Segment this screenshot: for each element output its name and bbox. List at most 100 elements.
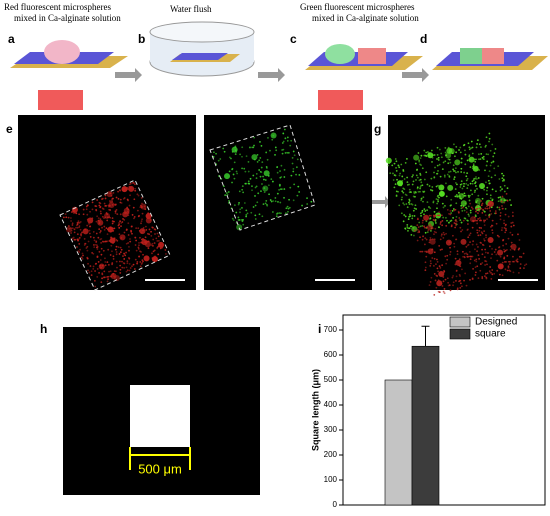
speck	[140, 196, 143, 199]
speck	[99, 206, 102, 209]
speck	[503, 201, 506, 204]
speck	[100, 253, 103, 256]
speck	[110, 238, 113, 241]
speck	[98, 222, 101, 225]
speck	[263, 187, 266, 189]
speck	[506, 199, 509, 202]
speck	[491, 143, 494, 146]
speck	[275, 149, 278, 152]
speck	[436, 267, 439, 270]
speck	[442, 216, 445, 219]
speck	[392, 172, 394, 175]
speck	[466, 255, 469, 258]
speck	[122, 255, 124, 257]
speck	[266, 167, 268, 169]
speck	[123, 252, 126, 255]
speck	[106, 219, 109, 222]
speck	[274, 197, 277, 199]
speck	[408, 213, 411, 216]
speck	[438, 214, 441, 217]
speck	[246, 212, 249, 215]
speck	[443, 233, 446, 236]
speck	[436, 214, 439, 217]
speck	[98, 228, 101, 231]
speck	[498, 235, 500, 238]
speck	[92, 268, 95, 270]
speck	[475, 177, 478, 180]
speck	[499, 211, 502, 214]
speck	[98, 271, 100, 274]
speck	[419, 225, 422, 228]
speck	[455, 259, 462, 266]
speck	[223, 150, 226, 153]
speck	[104, 264, 107, 267]
speck	[102, 249, 105, 252]
speck	[438, 184, 445, 191]
speck	[481, 277, 484, 280]
speck	[436, 172, 438, 175]
speck	[125, 251, 127, 254]
speck	[260, 190, 262, 193]
speck	[276, 166, 279, 169]
speck	[143, 238, 146, 241]
speck	[473, 216, 476, 219]
speck	[452, 275, 455, 277]
speck	[134, 258, 137, 261]
speck	[465, 284, 468, 287]
speck	[481, 197, 484, 200]
speck	[481, 243, 484, 246]
speck	[85, 247, 88, 249]
speck	[470, 255, 473, 258]
speck	[70, 217, 72, 219]
speck	[493, 272, 496, 275]
speck	[464, 202, 467, 205]
speck	[82, 213, 85, 216]
speck	[114, 210, 117, 213]
speck	[506, 248, 508, 251]
arrows	[115, 68, 429, 290]
speck	[403, 203, 406, 206]
speck	[501, 180, 504, 182]
speck	[467, 228, 469, 231]
speck	[483, 230, 486, 232]
speck	[265, 151, 268, 154]
speck	[75, 226, 77, 229]
speck	[151, 252, 153, 255]
speck	[79, 228, 82, 231]
speck	[414, 162, 417, 165]
speck	[104, 257, 106, 260]
speck	[404, 161, 407, 164]
speck	[428, 250, 431, 253]
speck	[145, 217, 152, 224]
speck	[468, 146, 471, 149]
speck	[450, 219, 453, 222]
speck	[501, 195, 504, 198]
speck	[442, 206, 445, 209]
speck	[455, 224, 457, 227]
speck	[249, 177, 252, 180]
speck	[441, 202, 444, 205]
speck	[96, 255, 99, 258]
speck	[253, 158, 256, 161]
speck	[420, 197, 423, 200]
speck	[507, 215, 510, 218]
speck	[122, 262, 125, 264]
speck	[95, 220, 98, 223]
speck	[471, 167, 474, 170]
bar	[411, 345, 440, 506]
speck	[472, 179, 475, 182]
speck	[111, 199, 113, 202]
speck	[130, 225, 133, 228]
speck	[98, 250, 101, 253]
speck	[114, 212, 117, 214]
speck	[137, 194, 140, 197]
speck	[479, 234, 482, 236]
speck	[455, 195, 458, 198]
speck	[126, 269, 129, 272]
speck	[121, 260, 123, 263]
speck	[435, 286, 438, 289]
speck	[285, 207, 288, 210]
speck	[513, 248, 516, 251]
speck	[86, 245, 89, 248]
speck	[255, 185, 258, 188]
